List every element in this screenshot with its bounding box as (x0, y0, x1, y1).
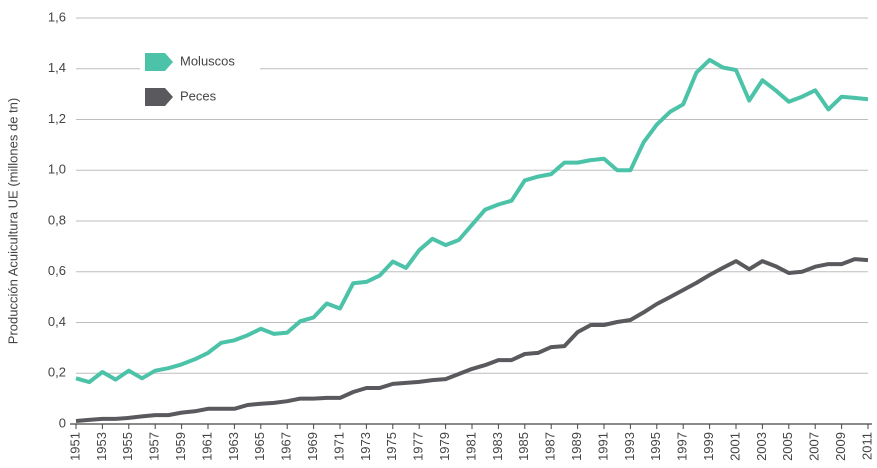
x-tick-label: 1971 (331, 432, 346, 461)
y-tick-label: 0,6 (48, 263, 66, 278)
x-tick-label: 1989 (569, 432, 584, 461)
x-tick-label: 1957 (147, 432, 162, 461)
x-tick-label: 2001 (727, 432, 742, 461)
x-tick-label: 1955 (120, 432, 135, 461)
x-tick-label: 2005 (780, 432, 795, 461)
y-tick-label: 0,8 (48, 212, 66, 227)
x-tick-label: 1951 (67, 432, 82, 461)
y-tick-label: 1,2 (48, 111, 66, 126)
y-tick-label: 0,2 (48, 365, 66, 380)
x-tick-label: 1993 (622, 432, 637, 461)
x-tick-label: 2007 (807, 432, 822, 461)
x-tick-label: 2011 (859, 432, 874, 460)
y-tick-label: 1,6 (48, 9, 66, 24)
y-tick-label: 0,4 (48, 314, 66, 329)
legend-label: Peces (180, 88, 217, 103)
y-tick-label: 1,0 (48, 162, 66, 177)
x-tick-label: 1995 (648, 432, 663, 461)
x-tick-label: 1967 (279, 432, 294, 461)
x-tick-label: 1987 (543, 432, 558, 461)
x-tick-label: 2003 (754, 432, 769, 461)
x-tick-label: 1981 (463, 432, 478, 461)
x-tick-label: 1965 (252, 432, 267, 461)
y-axis-title: Producción Acuicultura UE (millones de t… (5, 98, 20, 344)
x-tick-label: 1961 (199, 432, 214, 461)
x-tick-label: 1999 (701, 432, 716, 461)
series-line (75, 257, 869, 423)
y-tick-label: 0 (59, 415, 66, 430)
legend-swatch (145, 88, 173, 106)
x-tick-label: 1975 (384, 432, 399, 461)
x-tick-label: 1953 (94, 432, 109, 461)
y-tick-label: 1,4 (48, 60, 66, 75)
x-tick-label: 1963 (226, 432, 241, 461)
x-tick-label: 1991 (595, 432, 610, 461)
x-tick-label: 2009 (833, 432, 848, 461)
x-tick-label: 1973 (358, 432, 373, 461)
legend-label: Moluscos (180, 53, 235, 68)
legend-swatch (145, 53, 173, 71)
x-tick-label: 1969 (305, 432, 320, 461)
x-tick-label: 1959 (173, 432, 188, 461)
series-line (75, 57, 869, 385)
x-tick-label: 1997 (675, 432, 690, 461)
x-tick-label: 1985 (516, 432, 531, 461)
x-tick-label: 1983 (490, 432, 505, 461)
x-tick-label: 1979 (437, 432, 452, 461)
x-tick-label: 1977 (411, 432, 426, 461)
